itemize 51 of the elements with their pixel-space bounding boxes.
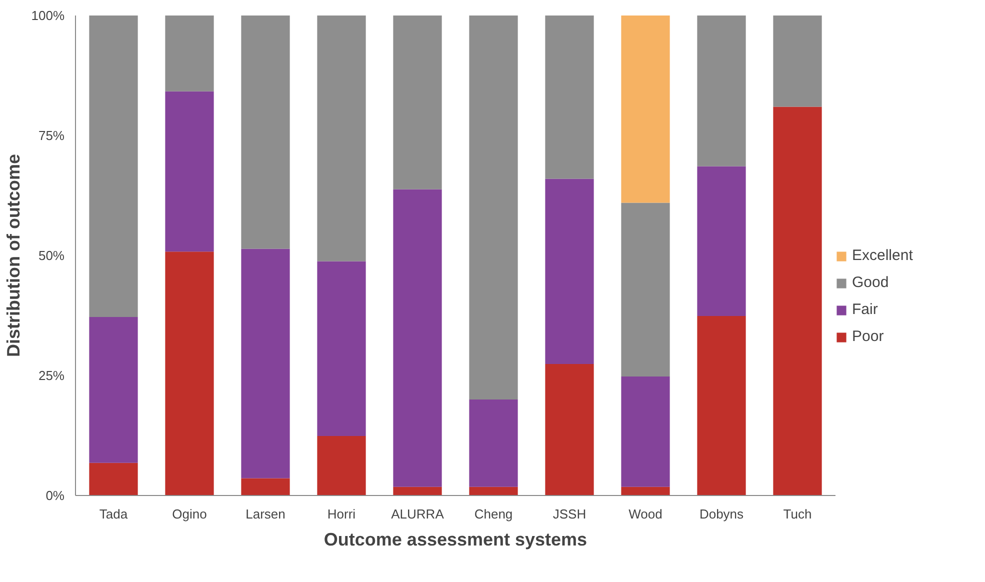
x-tick-label: Tada (99, 506, 128, 522)
bar (469, 486, 518, 496)
legend-label: Excellent (852, 247, 913, 264)
bar (393, 16, 442, 190)
x-tick-label: Ogino (172, 506, 207, 522)
y-tick-label: 75% (38, 128, 65, 143)
bar (469, 400, 518, 487)
legend-label: Good (852, 274, 889, 291)
bar (317, 16, 366, 262)
x-tick-label: Larsen (246, 506, 286, 522)
bar (89, 316, 138, 463)
bar (241, 248, 290, 478)
bar (773, 106, 822, 496)
bar (89, 16, 138, 317)
x-tick-label: ALURRA (391, 506, 444, 522)
bar (697, 316, 746, 496)
bar (545, 178, 594, 364)
bar (621, 16, 670, 203)
x-tick-label: Horri (327, 506, 356, 522)
bar (241, 16, 290, 249)
bar (697, 16, 746, 166)
x-axis-title: Outcome assessment systems (324, 530, 588, 550)
x-tick-label: Wood (628, 506, 662, 522)
bar (165, 16, 214, 92)
legend-label: Poor (852, 328, 884, 345)
y-tick-label: 25% (38, 368, 65, 383)
legend-label: Fair (852, 301, 878, 318)
y-tick-label: 50% (38, 248, 65, 263)
bar (697, 166, 746, 316)
bar (469, 16, 518, 400)
y-tick-label: 100% (31, 8, 65, 23)
y-axis-title: Distribution of outcome (3, 154, 24, 357)
bar (621, 202, 670, 376)
bar (241, 478, 290, 496)
bar (393, 486, 442, 496)
bar (621, 376, 670, 487)
bar (621, 486, 670, 496)
bar (773, 16, 822, 107)
x-tick-label: Tuch (783, 506, 812, 522)
x-tick-label: JSSH (552, 506, 586, 522)
bar (393, 189, 442, 487)
x-tick-label: Cheng (474, 506, 513, 522)
bar (317, 261, 366, 436)
bar (89, 462, 138, 496)
bar (165, 252, 214, 496)
bar (165, 91, 214, 252)
x-tick-label: Dobyns (699, 506, 744, 522)
bar (545, 364, 594, 496)
bar (545, 16, 594, 179)
y-tick-label: 0% (46, 488, 65, 503)
bar (317, 436, 366, 496)
